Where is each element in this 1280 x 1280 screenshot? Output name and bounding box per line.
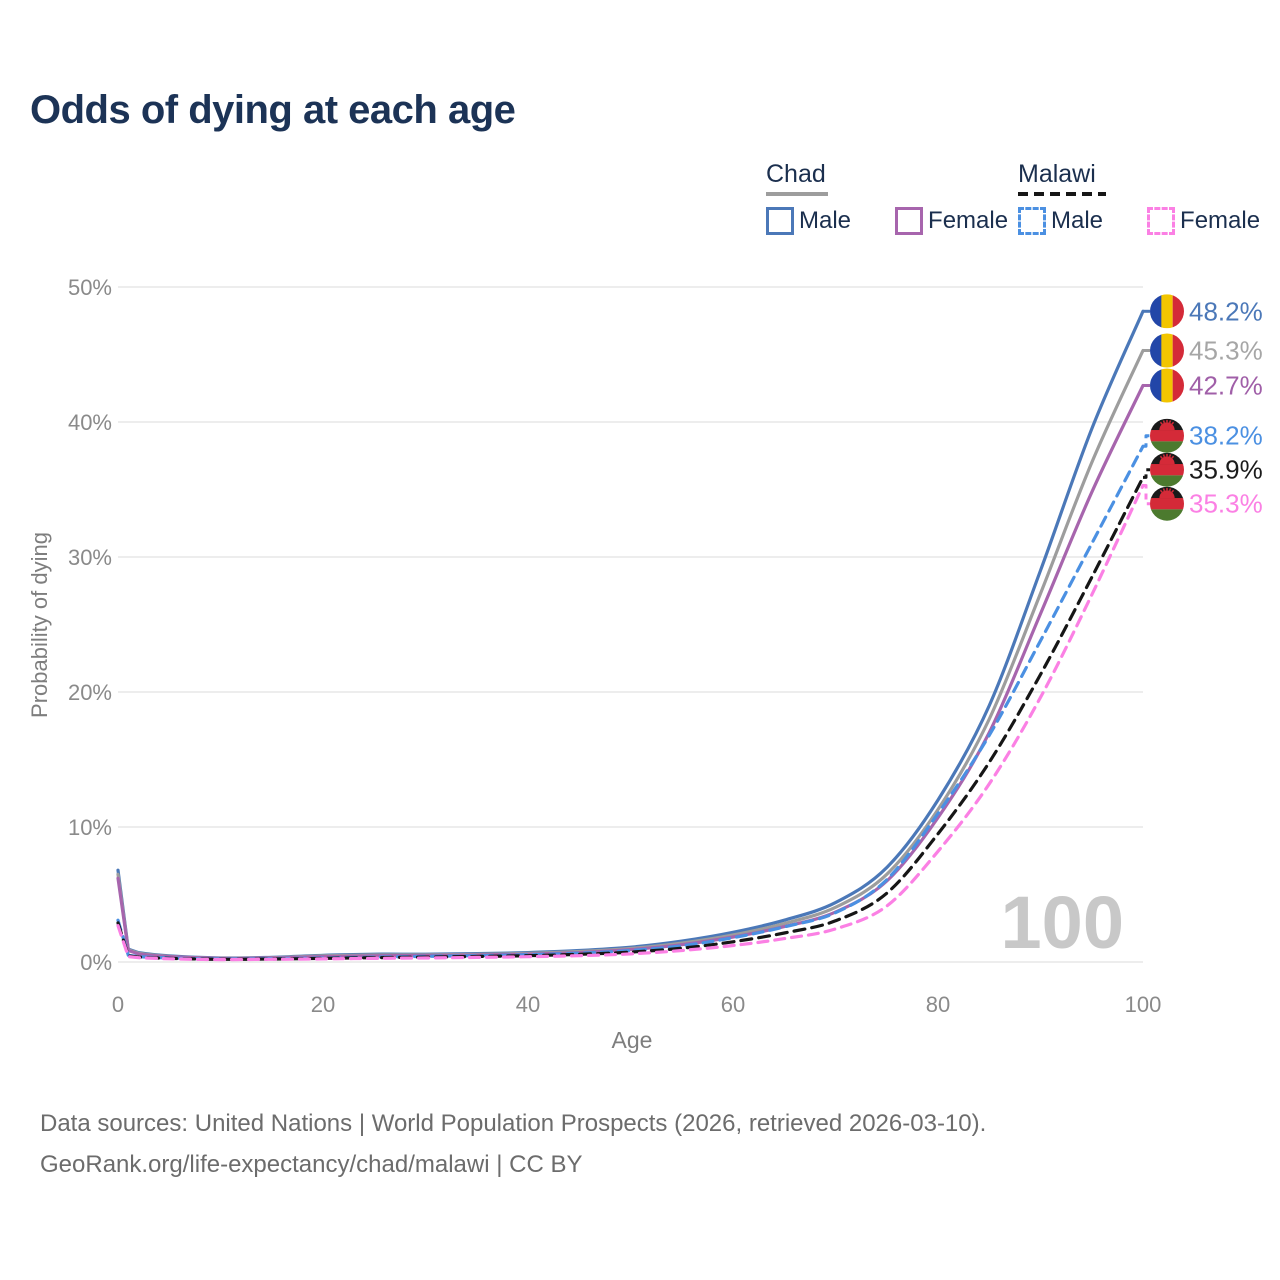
y-tick-label: 30% [68,545,112,570]
legend-item-label: Male [799,207,852,234]
end-label-malawi-both-sexes: 35.9% [1189,455,1263,485]
x-tick-label: 40 [516,992,540,1017]
end-label-malawi-female: 35.3% [1189,489,1263,519]
series-end-labels: 48.2% 45.3% 42.7% 38.2% 35.9% 35.3% [1143,294,1263,521]
y-tick-label: 50% [68,275,112,300]
axis-labels: 0% 10% 20% 30% 40% 50% 0 20 40 60 80 100 [68,275,1161,1017]
end-label-malawi-male: 38.2% [1189,421,1263,451]
legend-item-malawi-male[interactable]: Male [1018,207,1103,235]
y-tick-label: 0% [80,950,112,975]
legend-item-label: Female [928,207,1009,234]
legend-group-chad: Chad Male Female [766,160,1008,235]
data-sources-text: Data sources: United Nations | World Pop… [40,1110,987,1137]
y-axis-title: Probability of dying [27,532,52,718]
series-lines [116,309,1145,962]
y-tick-label: 20% [68,680,112,705]
page-title: Odds of dying at each age [30,88,516,132]
series-line-malawi-female [116,483,1145,962]
chad-flag-icon [1150,333,1184,368]
x-tick-label: 100 [1125,992,1162,1017]
chad-male-swatch-icon [766,207,794,235]
x-axis-title: Age [612,1027,653,1053]
legend-chad-line-swatch [766,192,828,196]
age-watermark: 100 [1001,881,1124,964]
gridlines [118,286,1143,963]
attribution-text: GeoRank.org/life-expectancy/chad/malawi … [40,1151,583,1178]
malawi-female-swatch-icon [1147,207,1176,235]
chad-female-swatch-icon [895,207,924,235]
chad-flag-icon [1150,368,1184,403]
y-tick-label: 10% [68,815,112,840]
end-label-connector [1143,484,1150,506]
series-line-chad-male [116,309,1145,960]
legend-item-label: Female [1180,207,1261,234]
legend-item-malawi-female[interactable]: Female [1147,207,1260,235]
chad-flag-icon [1150,294,1184,329]
y-tick-label: 40% [68,410,112,435]
malawi-flag-icon [1150,418,1184,453]
legend-item-chad-female[interactable]: Female [895,207,1008,235]
malawi-flag-icon [1150,452,1184,487]
legend-item-label: Male [1051,207,1104,234]
series-line-chad-both-sexes [116,348,1145,960]
end-label-chad-male: 48.2% [1189,296,1263,326]
series-line-chad-female [116,383,1145,961]
end-label-chad-female: 42.7% [1189,371,1263,401]
legend-malawi-title: Malawi [1018,160,1096,188]
x-tick-label: 60 [721,992,745,1017]
malawi-flag-icon [1150,486,1184,521]
legend-chad-title: Chad [766,160,826,188]
legend-malawi-line-swatch [1018,192,1106,196]
end-label-connector [1143,434,1150,448]
malawi-male-swatch-icon [1018,207,1046,235]
legend-item-chad-male[interactable]: Male [766,207,851,235]
end-label-connector [1143,468,1150,479]
x-tick-label: 20 [311,992,335,1017]
x-tick-label: 0 [112,992,124,1017]
x-tick-label: 80 [926,992,950,1017]
series-line-malawi-both-sexes [116,475,1145,961]
legend-group-malawi: Malawi Male Female [1018,160,1260,235]
end-label-chad-both-sexes: 45.3% [1189,336,1263,366]
